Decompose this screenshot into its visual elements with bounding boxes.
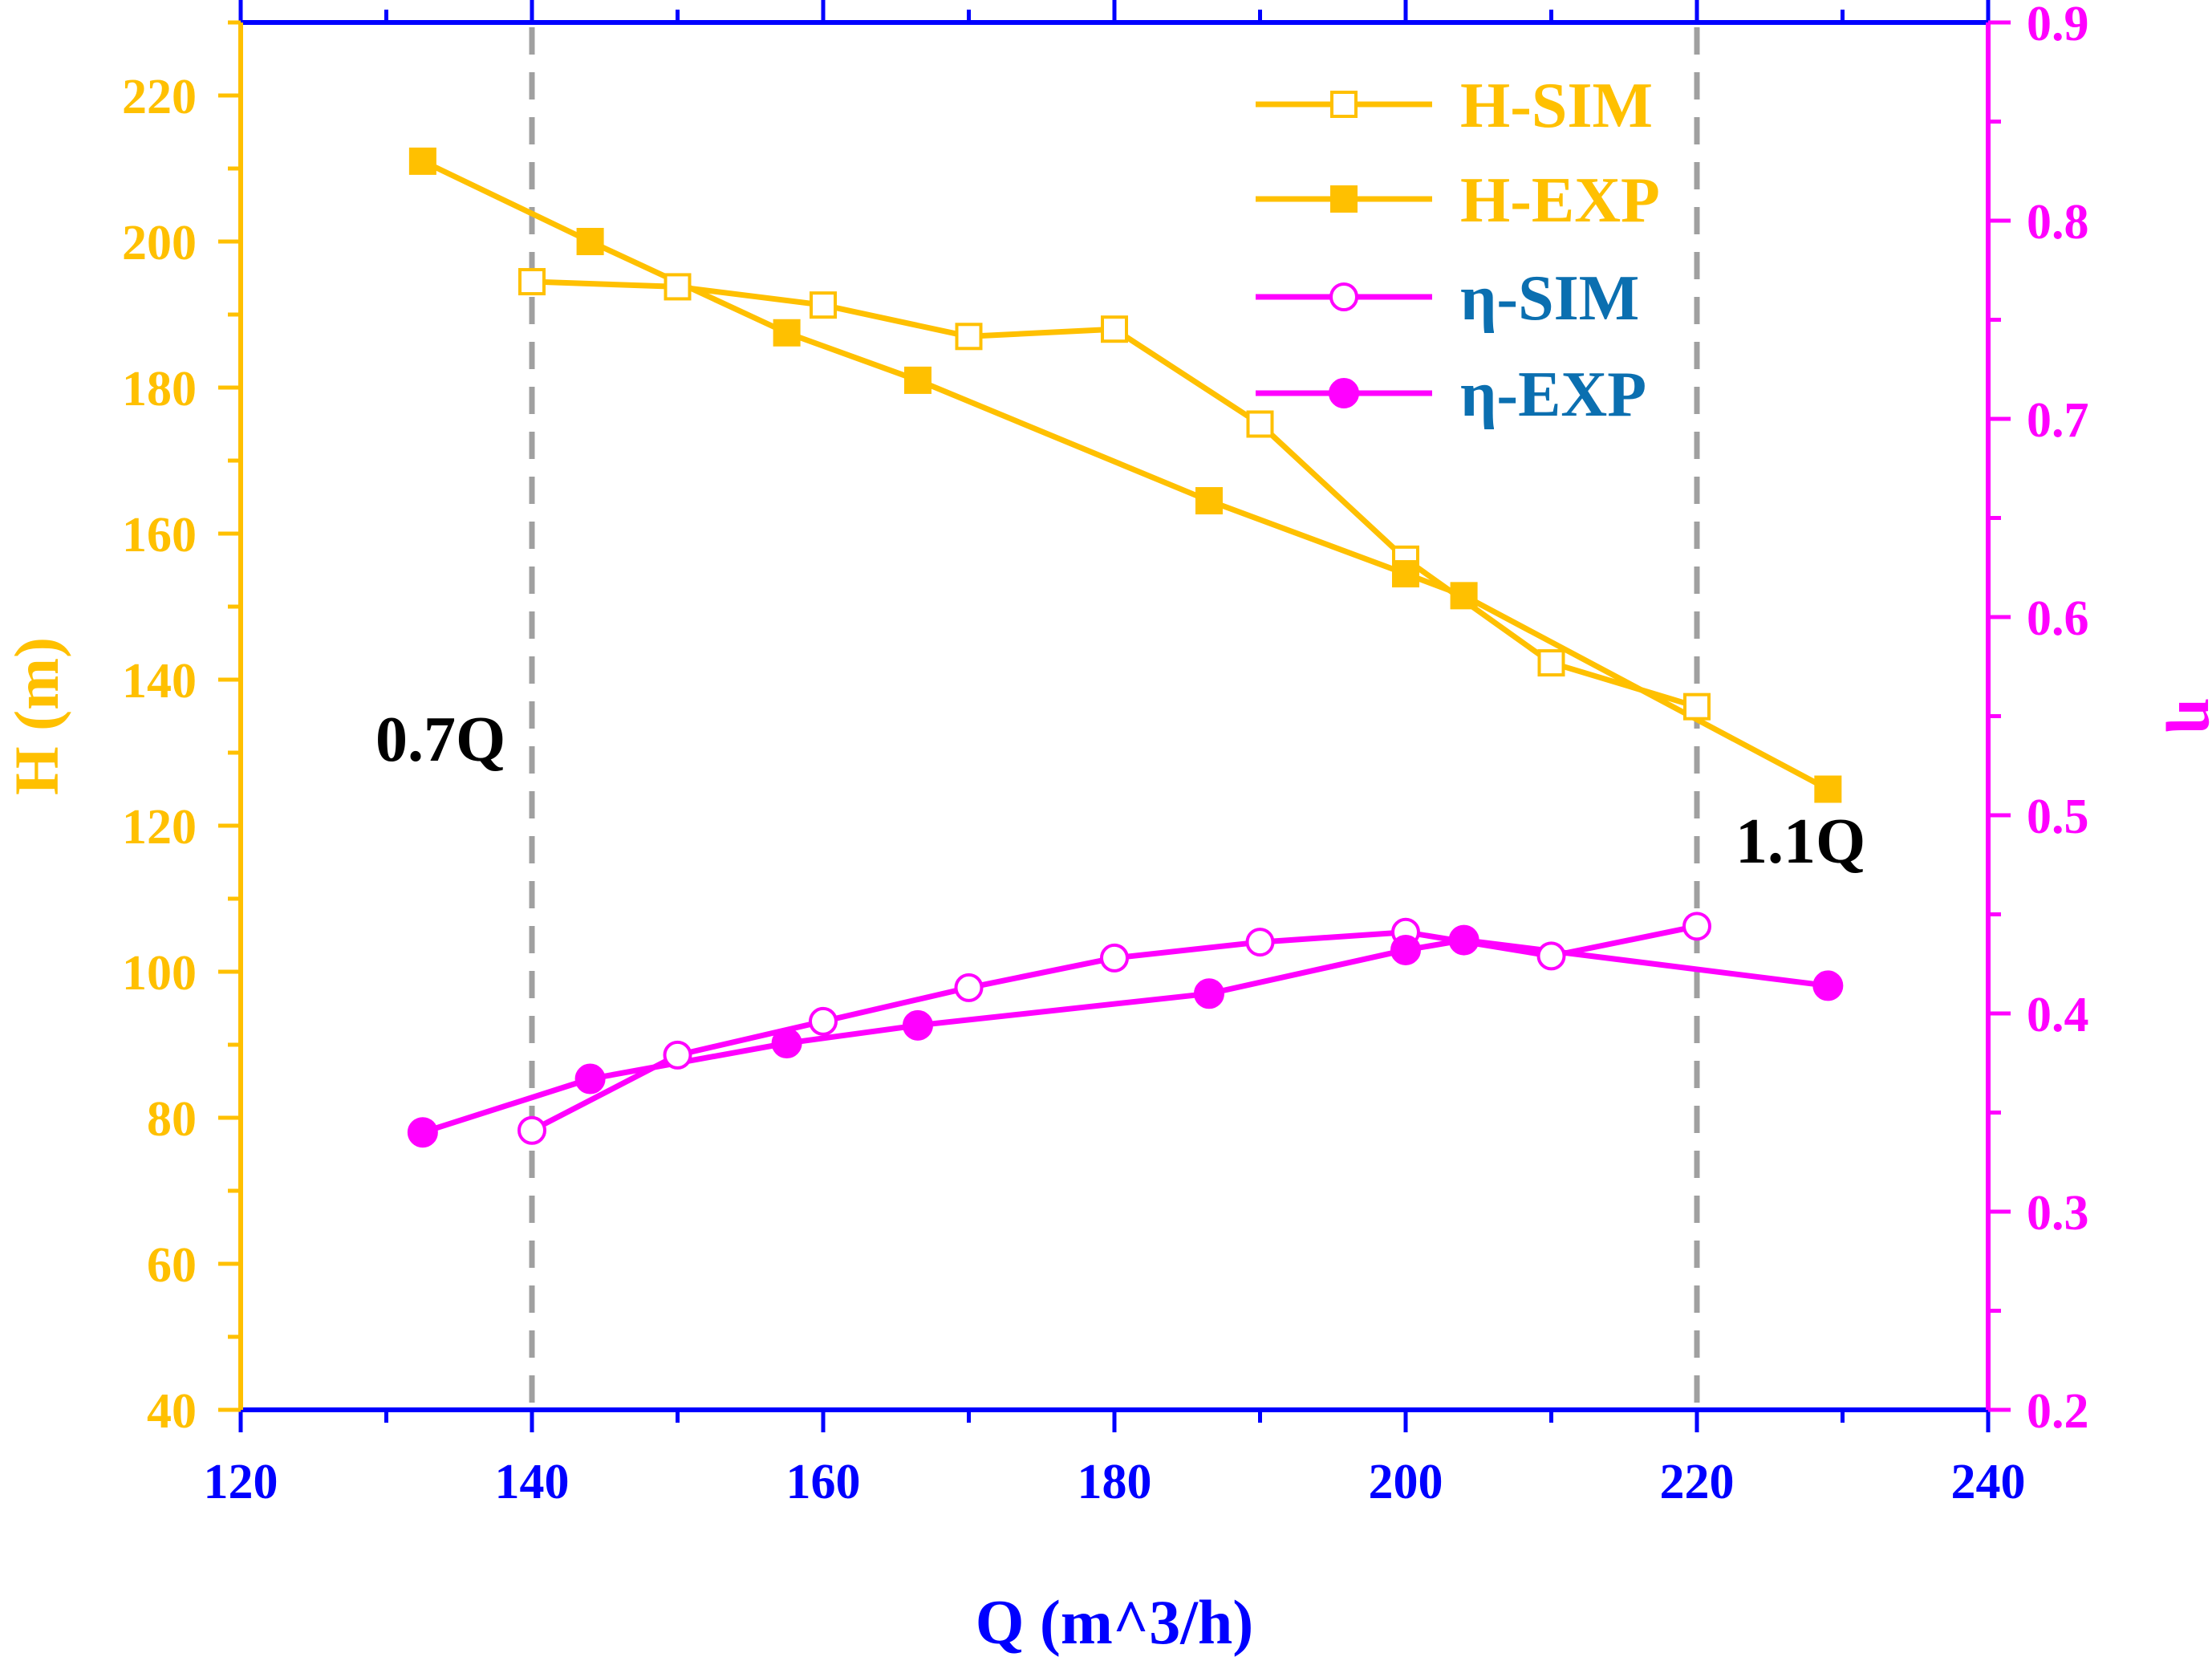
data-point	[576, 228, 604, 255]
reference-label: 1.1Q	[1735, 806, 1865, 877]
data-point	[1390, 934, 1421, 965]
y-left-tick-label: 40	[147, 1384, 197, 1439]
data-point	[1812, 970, 1844, 1001]
data-point	[1536, 941, 1566, 971]
data-point	[771, 1028, 802, 1059]
series-line	[421, 937, 1828, 1135]
data-point	[1101, 315, 1128, 343]
data-point	[663, 1040, 692, 1070]
data-point	[902, 1009, 933, 1041]
x-tick-label: 200	[1369, 1455, 1443, 1509]
data-point	[407, 1117, 438, 1148]
y-right-axis-title: η	[2165, 698, 2212, 733]
legend-label: η-SIM	[1460, 263, 1639, 334]
data-point	[1392, 560, 1419, 588]
data-point	[1195, 487, 1223, 515]
series-line	[421, 158, 1829, 792]
data-point	[809, 1006, 838, 1036]
data-point	[1330, 91, 1358, 118]
data-point	[1329, 282, 1358, 311]
y-right-tick-label: 0.4	[2027, 988, 2089, 1042]
data-point	[1246, 410, 1274, 438]
data-point	[773, 319, 801, 347]
y-right-tick-label: 0.6	[2027, 591, 2089, 646]
x-tick-label: 120	[204, 1455, 278, 1509]
data-point	[954, 973, 984, 1002]
data-point	[1537, 649, 1565, 677]
data-point	[1329, 378, 1359, 408]
y-right-tick-label: 0.2	[2027, 1384, 2089, 1439]
data-point	[1245, 928, 1275, 957]
y-left-tick-label: 80	[147, 1092, 197, 1147]
legend-label: H-EXP	[1460, 165, 1660, 236]
x-tick-label: 160	[786, 1455, 861, 1509]
data-point	[574, 1063, 606, 1094]
data-point	[1814, 775, 1842, 803]
data-point	[1448, 924, 1479, 956]
y-left-tick-label: 160	[122, 508, 197, 562]
data-point	[1682, 912, 1711, 941]
data-point	[1683, 692, 1711, 721]
y-right-tick-label: 0.9	[2027, 0, 2089, 51]
y-left-tick-label: 220	[122, 70, 197, 124]
legend-label: H-SIM	[1460, 71, 1653, 141]
y-left-tick-label: 120	[122, 800, 197, 855]
data-point	[1330, 185, 1358, 213]
data-point	[518, 268, 546, 296]
y-left-tick-label: 200	[122, 216, 197, 270]
y-left-axis-title: H (m)	[2, 637, 71, 795]
x-tick-label: 180	[1078, 1455, 1152, 1509]
y-right-tick-label: 0.3	[2027, 1186, 2089, 1241]
legend-label: η-EXP	[1460, 359, 1646, 430]
data-point	[517, 1115, 546, 1145]
y-left-tick-label: 180	[122, 362, 197, 416]
data-point	[408, 147, 436, 175]
data-point	[664, 273, 692, 301]
reference-label: 0.7Q	[375, 705, 505, 775]
y-right-tick-label: 0.8	[2027, 195, 2089, 250]
x-axis-title: Q (m^3/h)	[976, 1587, 1253, 1657]
x-tick-label: 140	[495, 1455, 570, 1509]
series-line	[531, 278, 1699, 710]
data-point	[903, 366, 931, 394]
y-right-tick-label: 0.7	[2027, 393, 2089, 448]
data-point	[955, 323, 983, 351]
data-point	[1450, 582, 1478, 610]
y-left-tick-label: 100	[122, 946, 197, 1001]
y-right-tick-label: 0.5	[2027, 790, 2089, 844]
data-point	[1100, 943, 1129, 973]
y-left-tick-label: 140	[122, 654, 197, 709]
x-tick-label: 220	[1660, 1455, 1735, 1509]
data-point	[810, 291, 837, 319]
y-left-tick-label: 60	[147, 1238, 197, 1293]
x-tick-label: 240	[1951, 1455, 2026, 1509]
data-point	[1193, 978, 1224, 1009]
